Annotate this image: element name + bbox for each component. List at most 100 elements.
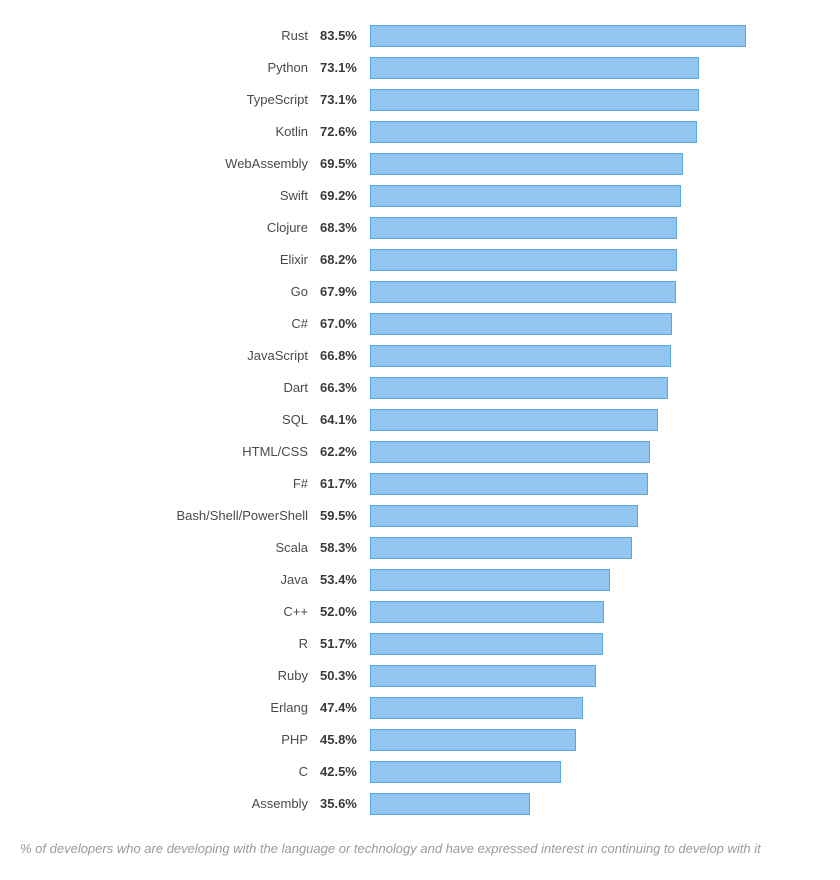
bar-fill bbox=[370, 441, 650, 463]
bar-label: R bbox=[20, 636, 320, 651]
bar-row: Java53.4% bbox=[20, 564, 820, 595]
bar-label: Rust bbox=[20, 28, 320, 43]
bar-value: 67.9% bbox=[320, 284, 370, 299]
bar-track bbox=[370, 473, 820, 495]
bar-value: 42.5% bbox=[320, 764, 370, 779]
bar-row: Scala58.3% bbox=[20, 532, 820, 563]
bar-track bbox=[370, 185, 820, 207]
bar-row: F#61.7% bbox=[20, 468, 820, 499]
bar-row: Go67.9% bbox=[20, 276, 820, 307]
bar-fill bbox=[370, 89, 699, 111]
bar-value: 62.2% bbox=[320, 444, 370, 459]
bar-fill bbox=[370, 249, 677, 271]
bar-value: 59.5% bbox=[320, 508, 370, 523]
bar-label: Elixir bbox=[20, 252, 320, 267]
bar-track bbox=[370, 665, 820, 687]
bar-label: Bash/Shell/PowerShell bbox=[20, 508, 320, 523]
bar-label: Python bbox=[20, 60, 320, 75]
bar-value: 73.1% bbox=[320, 60, 370, 75]
bar-value: 68.3% bbox=[320, 220, 370, 235]
bar-fill bbox=[370, 377, 668, 399]
bar-label: SQL bbox=[20, 412, 320, 427]
bar-row: Kotlin72.6% bbox=[20, 116, 820, 147]
bar-value: 69.2% bbox=[320, 188, 370, 203]
bar-value: 35.6% bbox=[320, 796, 370, 811]
horizontal-bar-chart: Rust83.5%Python73.1%TypeScript73.1%Kotli… bbox=[20, 20, 820, 819]
bar-track bbox=[370, 569, 820, 591]
bar-label: PHP bbox=[20, 732, 320, 747]
bar-value: 51.7% bbox=[320, 636, 370, 651]
bar-label: Swift bbox=[20, 188, 320, 203]
bar-fill bbox=[370, 281, 676, 303]
bar-row: R51.7% bbox=[20, 628, 820, 659]
bar-value: 53.4% bbox=[320, 572, 370, 587]
bar-value: 66.8% bbox=[320, 348, 370, 363]
bar-label: Java bbox=[20, 572, 320, 587]
bar-track bbox=[370, 377, 820, 399]
bar-fill bbox=[370, 57, 699, 79]
bar-row: Erlang47.4% bbox=[20, 692, 820, 723]
bar-value: 52.0% bbox=[320, 604, 370, 619]
bar-label: Scala bbox=[20, 540, 320, 555]
bar-track bbox=[370, 729, 820, 751]
bar-value: 68.2% bbox=[320, 252, 370, 267]
bar-track bbox=[370, 89, 820, 111]
bar-fill bbox=[370, 153, 683, 175]
bar-row: WebAssembly69.5% bbox=[20, 148, 820, 179]
bar-label: F# bbox=[20, 476, 320, 491]
bar-track bbox=[370, 601, 820, 623]
bar-row: Python73.1% bbox=[20, 52, 820, 83]
bar-track bbox=[370, 25, 820, 47]
bar-track bbox=[370, 313, 820, 335]
bar-value: 61.7% bbox=[320, 476, 370, 491]
bar-row: JavaScript66.8% bbox=[20, 340, 820, 371]
bar-row: C#67.0% bbox=[20, 308, 820, 339]
bar-track bbox=[370, 505, 820, 527]
bar-fill bbox=[370, 697, 583, 719]
bar-value: 50.3% bbox=[320, 668, 370, 683]
bar-track bbox=[370, 345, 820, 367]
bar-label: Kotlin bbox=[20, 124, 320, 139]
bar-track bbox=[370, 537, 820, 559]
bar-row: HTML/CSS62.2% bbox=[20, 436, 820, 467]
bar-row: TypeScript73.1% bbox=[20, 84, 820, 115]
bar-fill bbox=[370, 217, 677, 239]
bar-track bbox=[370, 793, 820, 815]
bar-label: Erlang bbox=[20, 700, 320, 715]
bar-value: 72.6% bbox=[320, 124, 370, 139]
bar-fill bbox=[370, 185, 681, 207]
bar-fill bbox=[370, 665, 596, 687]
bar-value: 73.1% bbox=[320, 92, 370, 107]
bar-label: Dart bbox=[20, 380, 320, 395]
bar-track bbox=[370, 121, 820, 143]
bar-fill bbox=[370, 601, 604, 623]
bar-value: 69.5% bbox=[320, 156, 370, 171]
bar-fill bbox=[370, 409, 658, 431]
bar-track bbox=[370, 409, 820, 431]
bar-track bbox=[370, 761, 820, 783]
bar-fill bbox=[370, 537, 632, 559]
bar-value: 83.5% bbox=[320, 28, 370, 43]
bar-row: C++52.0% bbox=[20, 596, 820, 627]
bar-value: 67.0% bbox=[320, 316, 370, 331]
bar-track bbox=[370, 697, 820, 719]
bar-label: C bbox=[20, 764, 320, 779]
bar-fill bbox=[370, 473, 648, 495]
bar-fill bbox=[370, 121, 697, 143]
bar-fill bbox=[370, 761, 561, 783]
bar-label: HTML/CSS bbox=[20, 444, 320, 459]
bar-value: 45.8% bbox=[320, 732, 370, 747]
bar-fill bbox=[370, 345, 671, 367]
bar-fill bbox=[370, 25, 746, 47]
bar-track bbox=[370, 633, 820, 655]
bar-row: PHP45.8% bbox=[20, 724, 820, 755]
bar-value: 66.3% bbox=[320, 380, 370, 395]
bar-fill bbox=[370, 793, 530, 815]
bar-row: Swift69.2% bbox=[20, 180, 820, 211]
bar-label: WebAssembly bbox=[20, 156, 320, 171]
bar-row: Clojure68.3% bbox=[20, 212, 820, 243]
bar-track bbox=[370, 281, 820, 303]
bar-label: TypeScript bbox=[20, 92, 320, 107]
bar-row: C42.5% bbox=[20, 756, 820, 787]
bar-fill bbox=[370, 729, 576, 751]
